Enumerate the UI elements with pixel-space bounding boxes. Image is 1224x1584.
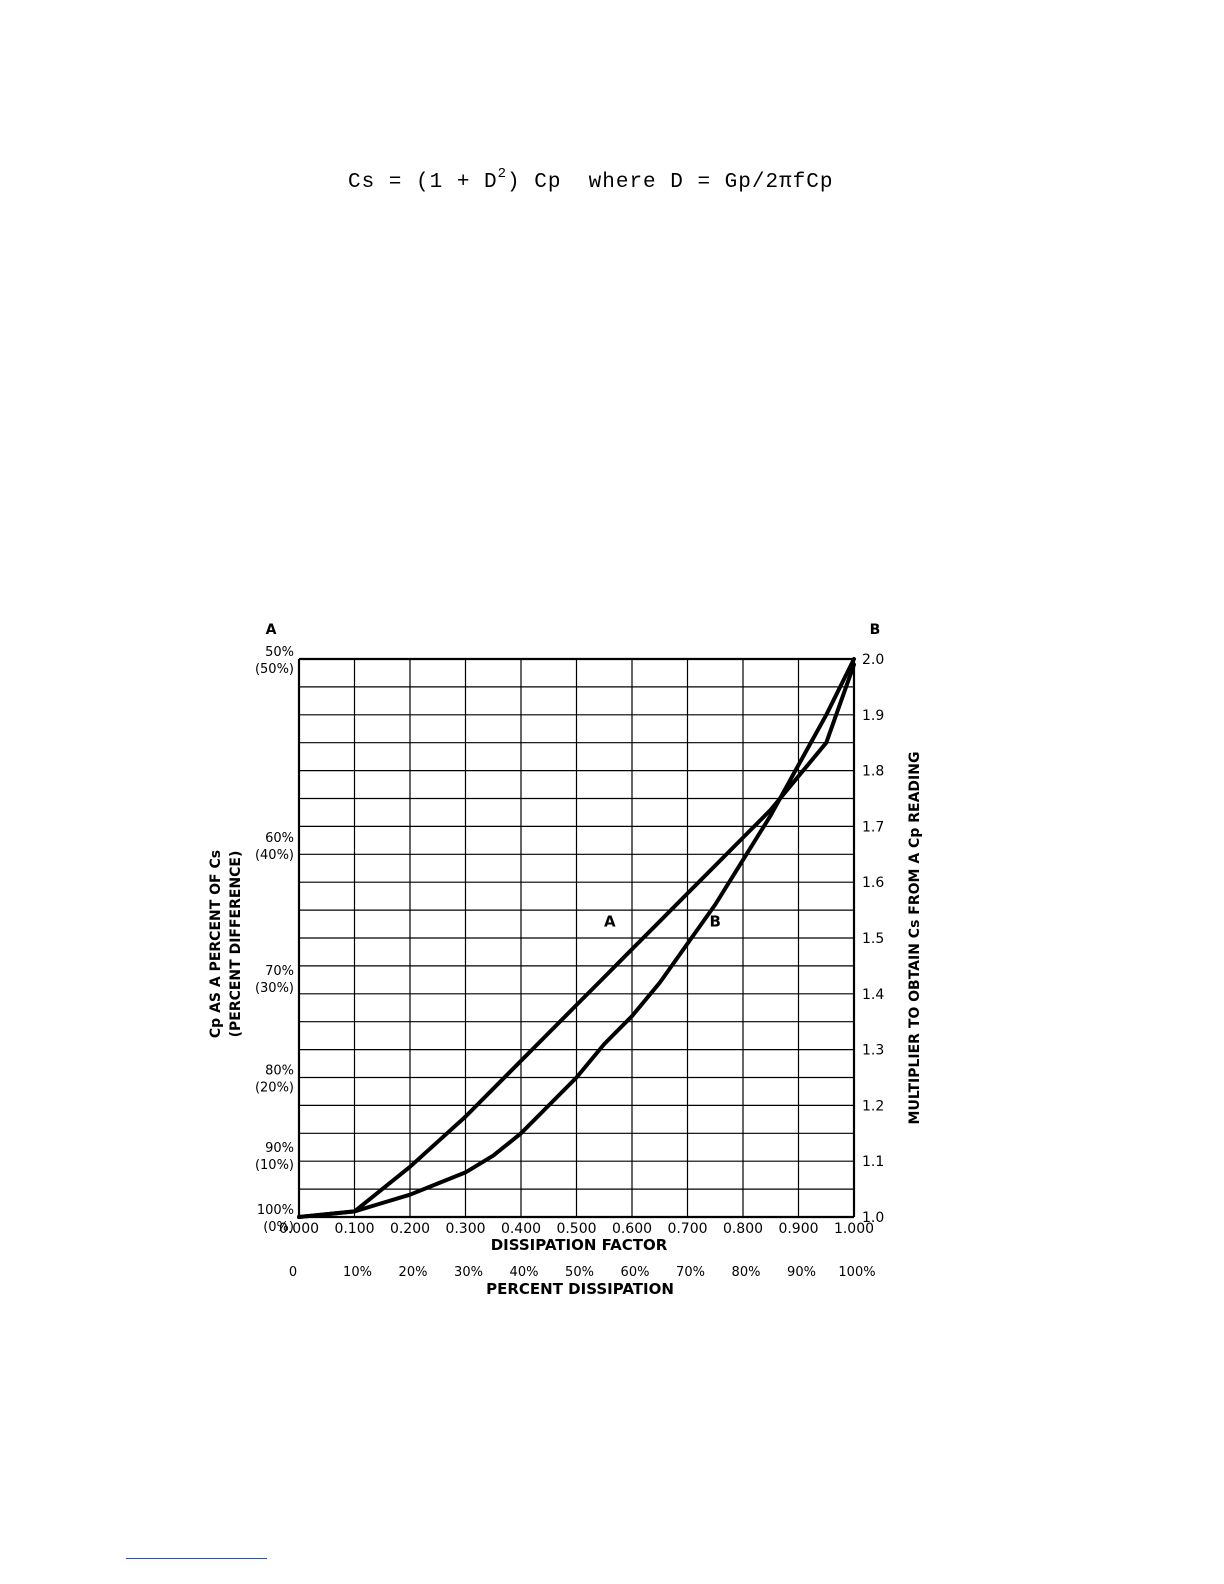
left-tick-sublabel: (50%) [255,662,294,677]
x-tick-percent-label: 100% [838,1265,875,1280]
left-axis-label-line2: (PERCENT DIFFERENCE) [228,851,244,1038]
x-tick-label: 0.700 [667,1221,707,1237]
x-tick-label: 0.500 [556,1221,596,1237]
corner-label-right: B [870,622,881,638]
x-axis-label: DISSIPATION FACTOR [491,1236,668,1254]
left-tick-sublabel: (30%) [255,981,294,996]
right-tick-label: 1.2 [862,1098,884,1114]
series-curve-b [297,657,856,1219]
left-tick-label: 50% [265,645,294,660]
x-tick-label: 1.000 [834,1221,874,1237]
formula-exponent: 2 [497,166,508,182]
formula-lhs: Cs = (1 + D [348,171,498,194]
x-tick-label: 0.300 [445,1221,485,1237]
x-tick-label: 0.800 [723,1221,763,1237]
right-tick-label: 1.8 [862,764,884,780]
x-tick-percent-label: 80% [732,1265,761,1280]
right-tick-label: 1.4 [862,987,884,1003]
x-tick-label: 0.200 [390,1221,430,1237]
x-tick-percent-label: 0 [289,1265,297,1280]
corner-label-left: A [266,622,277,638]
right-tick-label: 1.5 [862,931,884,947]
left-tick-sublabel: (40%) [255,848,294,863]
x-tick-label: 0.900 [778,1221,818,1237]
right-axis-label: MULTIPLIER TO OBTAIN Cs FROM A Cp READIN… [907,752,923,1125]
x-tick-percent-label: 10% [343,1265,372,1280]
x-tick-percent-label: 30% [454,1265,483,1280]
right-tick-label: 2.0 [862,652,884,668]
right-tick-label: 1.6 [862,875,884,891]
right-tick-label: 1.0 [862,1210,884,1226]
left-tick-sublabel: (20%) [255,1081,294,1096]
x-tick-label: 0.600 [612,1221,652,1237]
series-curve-a [297,662,856,1219]
formula: Cs = (1 + D2) Cp where D = Gp/2πfCp [348,166,834,194]
left-tick-label: 60% [265,831,294,846]
left-tick-label: 100% [257,1203,294,1218]
right-tick-label: 1.3 [862,1043,884,1059]
formula-rhs: ) Cp where D = Gp/2πfCp [507,171,834,194]
chart-series [297,657,856,1219]
left-tick-label: 90% [265,1141,294,1156]
x-tick-percent-label: 60% [621,1265,650,1280]
chart-grid [297,657,856,1219]
x-tick-percent-label: 50% [565,1265,594,1280]
series-label-a: A [604,912,616,930]
x-axis-label-percent: PERCENT DISSIPATION [486,1280,674,1298]
footer-rule [126,1558,267,1559]
x-tick-percent-label: 20% [399,1265,428,1280]
right-tick-label: 1.7 [862,819,884,835]
left-tick-label: 80% [265,1064,294,1079]
chart-labels: 0.000 0.100 0.200 0.300 0.400 0.500 0.600 0.700… [255,645,884,1280]
right-tick-label: 1.9 [862,708,884,724]
left-tick-sublabel: (10%) [255,1158,294,1173]
left-axis-label-line1: Cp AS A PERCENT OF Cs [208,850,224,1038]
x-tick-label: 0.000 [279,1221,319,1237]
x-tick-percent-label: 90% [787,1265,816,1280]
left-tick-label: 70% [265,964,294,979]
x-tick-percent-label: 70% [676,1265,705,1280]
x-tick-label: 0.400 [501,1221,541,1237]
x-tick-percent-label: 40% [510,1265,539,1280]
x-tick-label: 0.100 [334,1221,374,1237]
right-tick-label: 1.1 [862,1154,884,1170]
series-label-b: B [710,912,721,930]
left-tick-sublabel: (0%) [263,1220,294,1235]
